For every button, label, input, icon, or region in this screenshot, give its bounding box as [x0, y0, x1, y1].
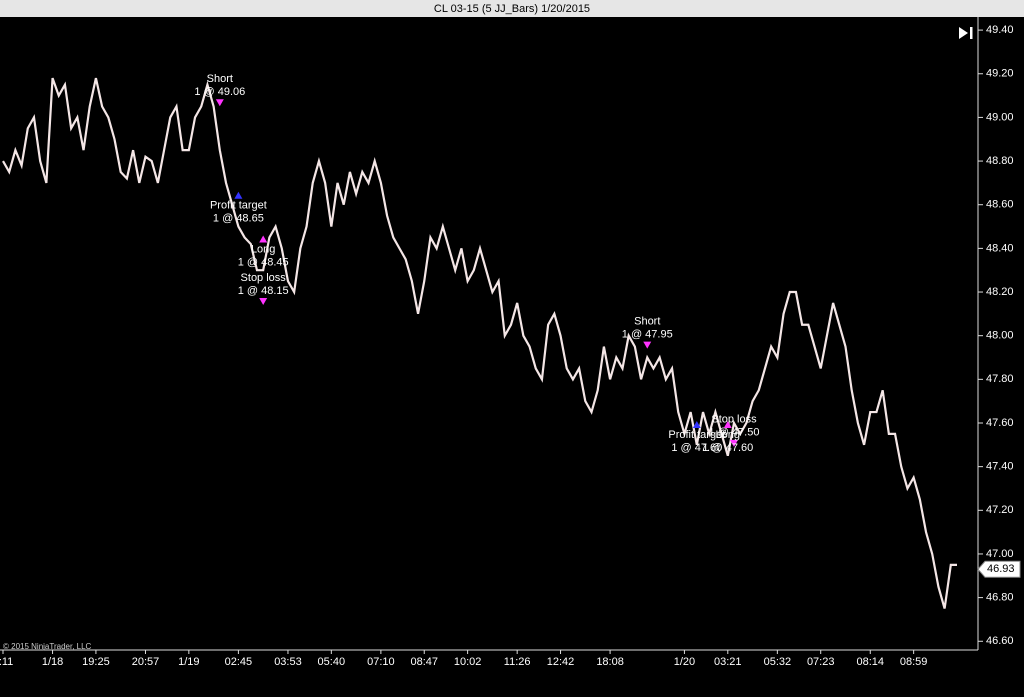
x-tick-label: 05:40	[318, 656, 346, 668]
x-tick-label: 10:02	[454, 656, 482, 668]
x-tick-label: 08:47	[410, 656, 438, 668]
last-price-label: 46.93	[987, 563, 1015, 575]
y-tick-label: 48.20	[986, 286, 1014, 298]
y-tick-label: 48.60	[986, 199, 1014, 211]
scroll-icon	[959, 27, 968, 39]
y-tick-label: 47.20	[986, 504, 1014, 516]
x-tick-label: 19:25	[82, 656, 110, 668]
y-tick-label: 47.60	[986, 417, 1014, 429]
trade-label: Short	[207, 73, 233, 85]
trade-marker	[729, 439, 738, 447]
x-tick-label: 07:10	[367, 656, 395, 668]
trade-label: 1 @ 47.50	[709, 427, 760, 439]
trade-label: Short	[634, 316, 660, 328]
trade-label: 1 @ 47.95	[622, 329, 673, 341]
y-tick-label: 48.00	[986, 330, 1014, 342]
price-line	[2, 77, 957, 609]
trade-marker	[692, 420, 701, 428]
x-tick-label: 03:21	[714, 656, 742, 668]
x-tick-label: 05:32	[764, 656, 792, 668]
x-tick-label: 5:11	[0, 656, 13, 668]
trade-label: Stop loss	[241, 272, 287, 284]
x-tick-label: 08:14	[857, 656, 885, 668]
x-tick-label: 12:42	[547, 656, 575, 668]
y-tick-label: 47.80	[986, 373, 1014, 385]
x-tick-label: 11:26	[504, 656, 531, 668]
scroll-end-button[interactable]	[959, 27, 973, 39]
y-tick-label: 47.40	[986, 461, 1014, 473]
x-tick-label: 1/18	[42, 656, 63, 668]
trade-label: Profit target	[668, 429, 725, 441]
trade-label: 1 @ 49.06	[194, 86, 245, 98]
copyright: © 2015 NinjaTrader, LLC	[3, 642, 92, 651]
x-tick-label: 03:53	[274, 656, 302, 668]
y-tick-label: 46.80	[986, 592, 1014, 604]
trade-label: Long	[716, 429, 740, 441]
trade-label: 1 @ 48.45	[238, 256, 289, 268]
x-tick-label: 1/20	[674, 656, 695, 668]
y-tick-label: 48.40	[986, 242, 1014, 254]
trade-label: Stop loss	[711, 414, 757, 426]
trade-label: 1 @ 48.65	[213, 213, 264, 225]
last-price-box	[977, 560, 1021, 578]
x-tick-label: 08:59	[900, 656, 928, 668]
trade-marker	[259, 235, 268, 243]
x-tick-label: 20:57	[132, 656, 160, 668]
y-tick-label: 49.40	[986, 24, 1014, 36]
chart-title: CL 03-15 (5 JJ_Bars) 1/20/2015	[434, 3, 590, 15]
x-tick-label: 07:23	[807, 656, 835, 668]
trade-label: Profit target	[210, 200, 267, 212]
x-tick-label: 02:45	[225, 656, 253, 668]
trade-marker	[643, 341, 652, 349]
y-tick-label: 47.00	[986, 548, 1014, 560]
x-tick-label: 18:08	[596, 656, 624, 668]
y-tick-label: 49.00	[986, 111, 1014, 123]
trade-label: Long	[251, 243, 275, 255]
trade-marker	[234, 191, 243, 199]
x-tick-label: 1/19	[178, 656, 199, 668]
trade-label: 1 @ 48.15	[238, 285, 289, 297]
trade-label: 1 @ 47.60	[671, 442, 722, 454]
trade-marker	[259, 297, 268, 305]
title-bar	[0, 0, 1024, 17]
y-tick-label: 48.80	[986, 155, 1014, 167]
y-tick-label: 46.60	[986, 635, 1014, 647]
scroll-icon-bar	[970, 27, 973, 39]
trade-marker	[723, 420, 732, 428]
trade-marker	[215, 99, 224, 107]
y-tick-label: 49.20	[986, 68, 1014, 80]
trade-label: 1 @ 47.60	[702, 442, 753, 454]
